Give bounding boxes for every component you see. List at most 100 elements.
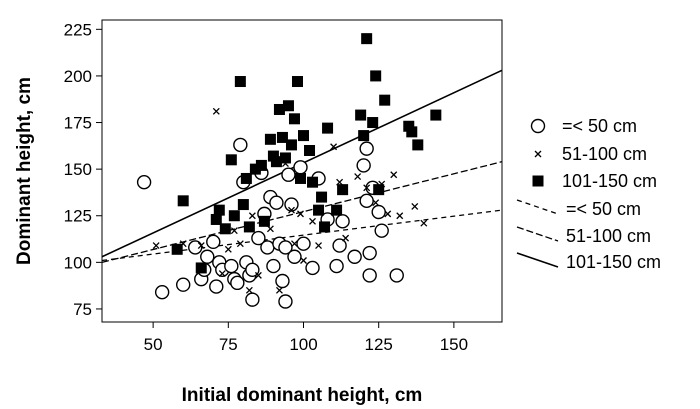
circle-point bbox=[360, 194, 373, 207]
circle-point bbox=[348, 250, 361, 263]
square-point bbox=[214, 205, 225, 216]
x-axis-title: Initial dominant height, cm bbox=[182, 385, 423, 406]
y-tick-label: 175 bbox=[64, 114, 92, 133]
legend-label: 51-100 cm bbox=[566, 226, 651, 246]
x-point bbox=[276, 287, 282, 293]
circle-point bbox=[372, 206, 385, 219]
x-point bbox=[301, 257, 307, 263]
legend-label: 51-100 cm bbox=[562, 144, 647, 164]
legend: =< 50 cm 51-100 cm 101-150 cm =< 50 cm 51-10… bbox=[517, 116, 661, 272]
y-axis-ticks: 75100125150175200225 bbox=[64, 20, 102, 319]
x-point bbox=[421, 220, 427, 226]
circle-point bbox=[306, 261, 319, 274]
x-point bbox=[355, 174, 361, 180]
circle-point bbox=[297, 237, 310, 250]
x-tick-label: 75 bbox=[219, 335, 238, 354]
x-tick-label: 150 bbox=[440, 335, 468, 354]
circle-point bbox=[138, 176, 151, 189]
circle-point bbox=[279, 295, 292, 308]
x-axis-ticks: 50 75 100 125 150 bbox=[144, 322, 468, 354]
x-point bbox=[535, 151, 541, 157]
square-point bbox=[229, 210, 240, 221]
square-point bbox=[406, 126, 417, 137]
square-point bbox=[337, 184, 348, 195]
circle-point bbox=[231, 276, 244, 289]
circle-point bbox=[285, 198, 298, 211]
square-point bbox=[373, 184, 384, 195]
y-axis-title: Dominant height, cm bbox=[14, 77, 35, 265]
square-point bbox=[367, 117, 378, 128]
square-point bbox=[322, 123, 333, 134]
circle-point bbox=[363, 247, 376, 260]
circle-point bbox=[288, 250, 301, 263]
square-point bbox=[533, 176, 544, 187]
circle-point bbox=[336, 215, 349, 228]
x-point bbox=[213, 108, 219, 114]
legend-line-swatch bbox=[517, 200, 558, 214]
fit-line bbox=[102, 210, 502, 260]
square-point bbox=[289, 113, 300, 124]
circle-point bbox=[330, 260, 343, 273]
square-point bbox=[244, 221, 255, 232]
y-tick-label: 150 bbox=[64, 160, 92, 179]
square-point bbox=[298, 130, 309, 141]
square-point bbox=[331, 205, 342, 216]
y-tick-label: 75 bbox=[73, 300, 92, 319]
square-point bbox=[265, 134, 276, 145]
circle-point bbox=[390, 269, 403, 282]
square-point bbox=[235, 76, 246, 87]
y-tick-label: 225 bbox=[64, 20, 92, 39]
circle-point bbox=[246, 293, 259, 306]
square-point bbox=[316, 192, 327, 203]
y-tick-label: 125 bbox=[64, 207, 92, 226]
legend-label: =< 50 cm bbox=[562, 116, 637, 136]
square-point bbox=[238, 199, 249, 210]
circle-point bbox=[177, 278, 190, 291]
square-point bbox=[313, 205, 324, 216]
square-point bbox=[286, 139, 297, 150]
data-points bbox=[138, 33, 442, 308]
circle-point bbox=[333, 239, 346, 252]
square-point bbox=[295, 173, 306, 184]
circle-point bbox=[276, 274, 289, 287]
legend-line-swatch bbox=[517, 253, 558, 267]
legend-line-swatch bbox=[517, 227, 558, 241]
square-point bbox=[196, 262, 207, 273]
circle-point bbox=[360, 142, 373, 155]
x-point bbox=[397, 213, 403, 219]
x-point bbox=[249, 213, 255, 219]
x-tick-label: 125 bbox=[365, 335, 393, 354]
square-point bbox=[292, 76, 303, 87]
circle-point bbox=[210, 280, 223, 293]
circle-point bbox=[363, 269, 376, 282]
square-point bbox=[283, 100, 294, 111]
square-point bbox=[355, 110, 366, 121]
x-point bbox=[153, 243, 159, 249]
circle-point bbox=[261, 241, 274, 254]
square-point bbox=[430, 110, 441, 121]
circle-point bbox=[270, 196, 283, 209]
circle-point bbox=[207, 235, 220, 248]
circle-point bbox=[375, 224, 388, 237]
square-point bbox=[358, 130, 369, 141]
square-point bbox=[226, 154, 237, 165]
square-point bbox=[220, 223, 231, 234]
square-point bbox=[259, 216, 270, 227]
x-tick-label: 50 bbox=[144, 335, 163, 354]
x-point bbox=[343, 235, 349, 241]
square-point bbox=[256, 160, 267, 171]
square-point bbox=[280, 152, 291, 163]
circle-point bbox=[234, 138, 247, 151]
legend-label: =< 50 cm bbox=[566, 199, 641, 219]
square-point bbox=[412, 139, 423, 150]
x-point bbox=[316, 243, 322, 249]
circle-point bbox=[282, 168, 295, 181]
x-point bbox=[391, 172, 397, 178]
circle-point bbox=[357, 159, 370, 172]
y-tick-label: 100 bbox=[64, 253, 92, 272]
circle-point bbox=[156, 286, 169, 299]
circle-point bbox=[201, 250, 214, 263]
x-point bbox=[246, 287, 252, 293]
circle-point bbox=[225, 260, 238, 273]
